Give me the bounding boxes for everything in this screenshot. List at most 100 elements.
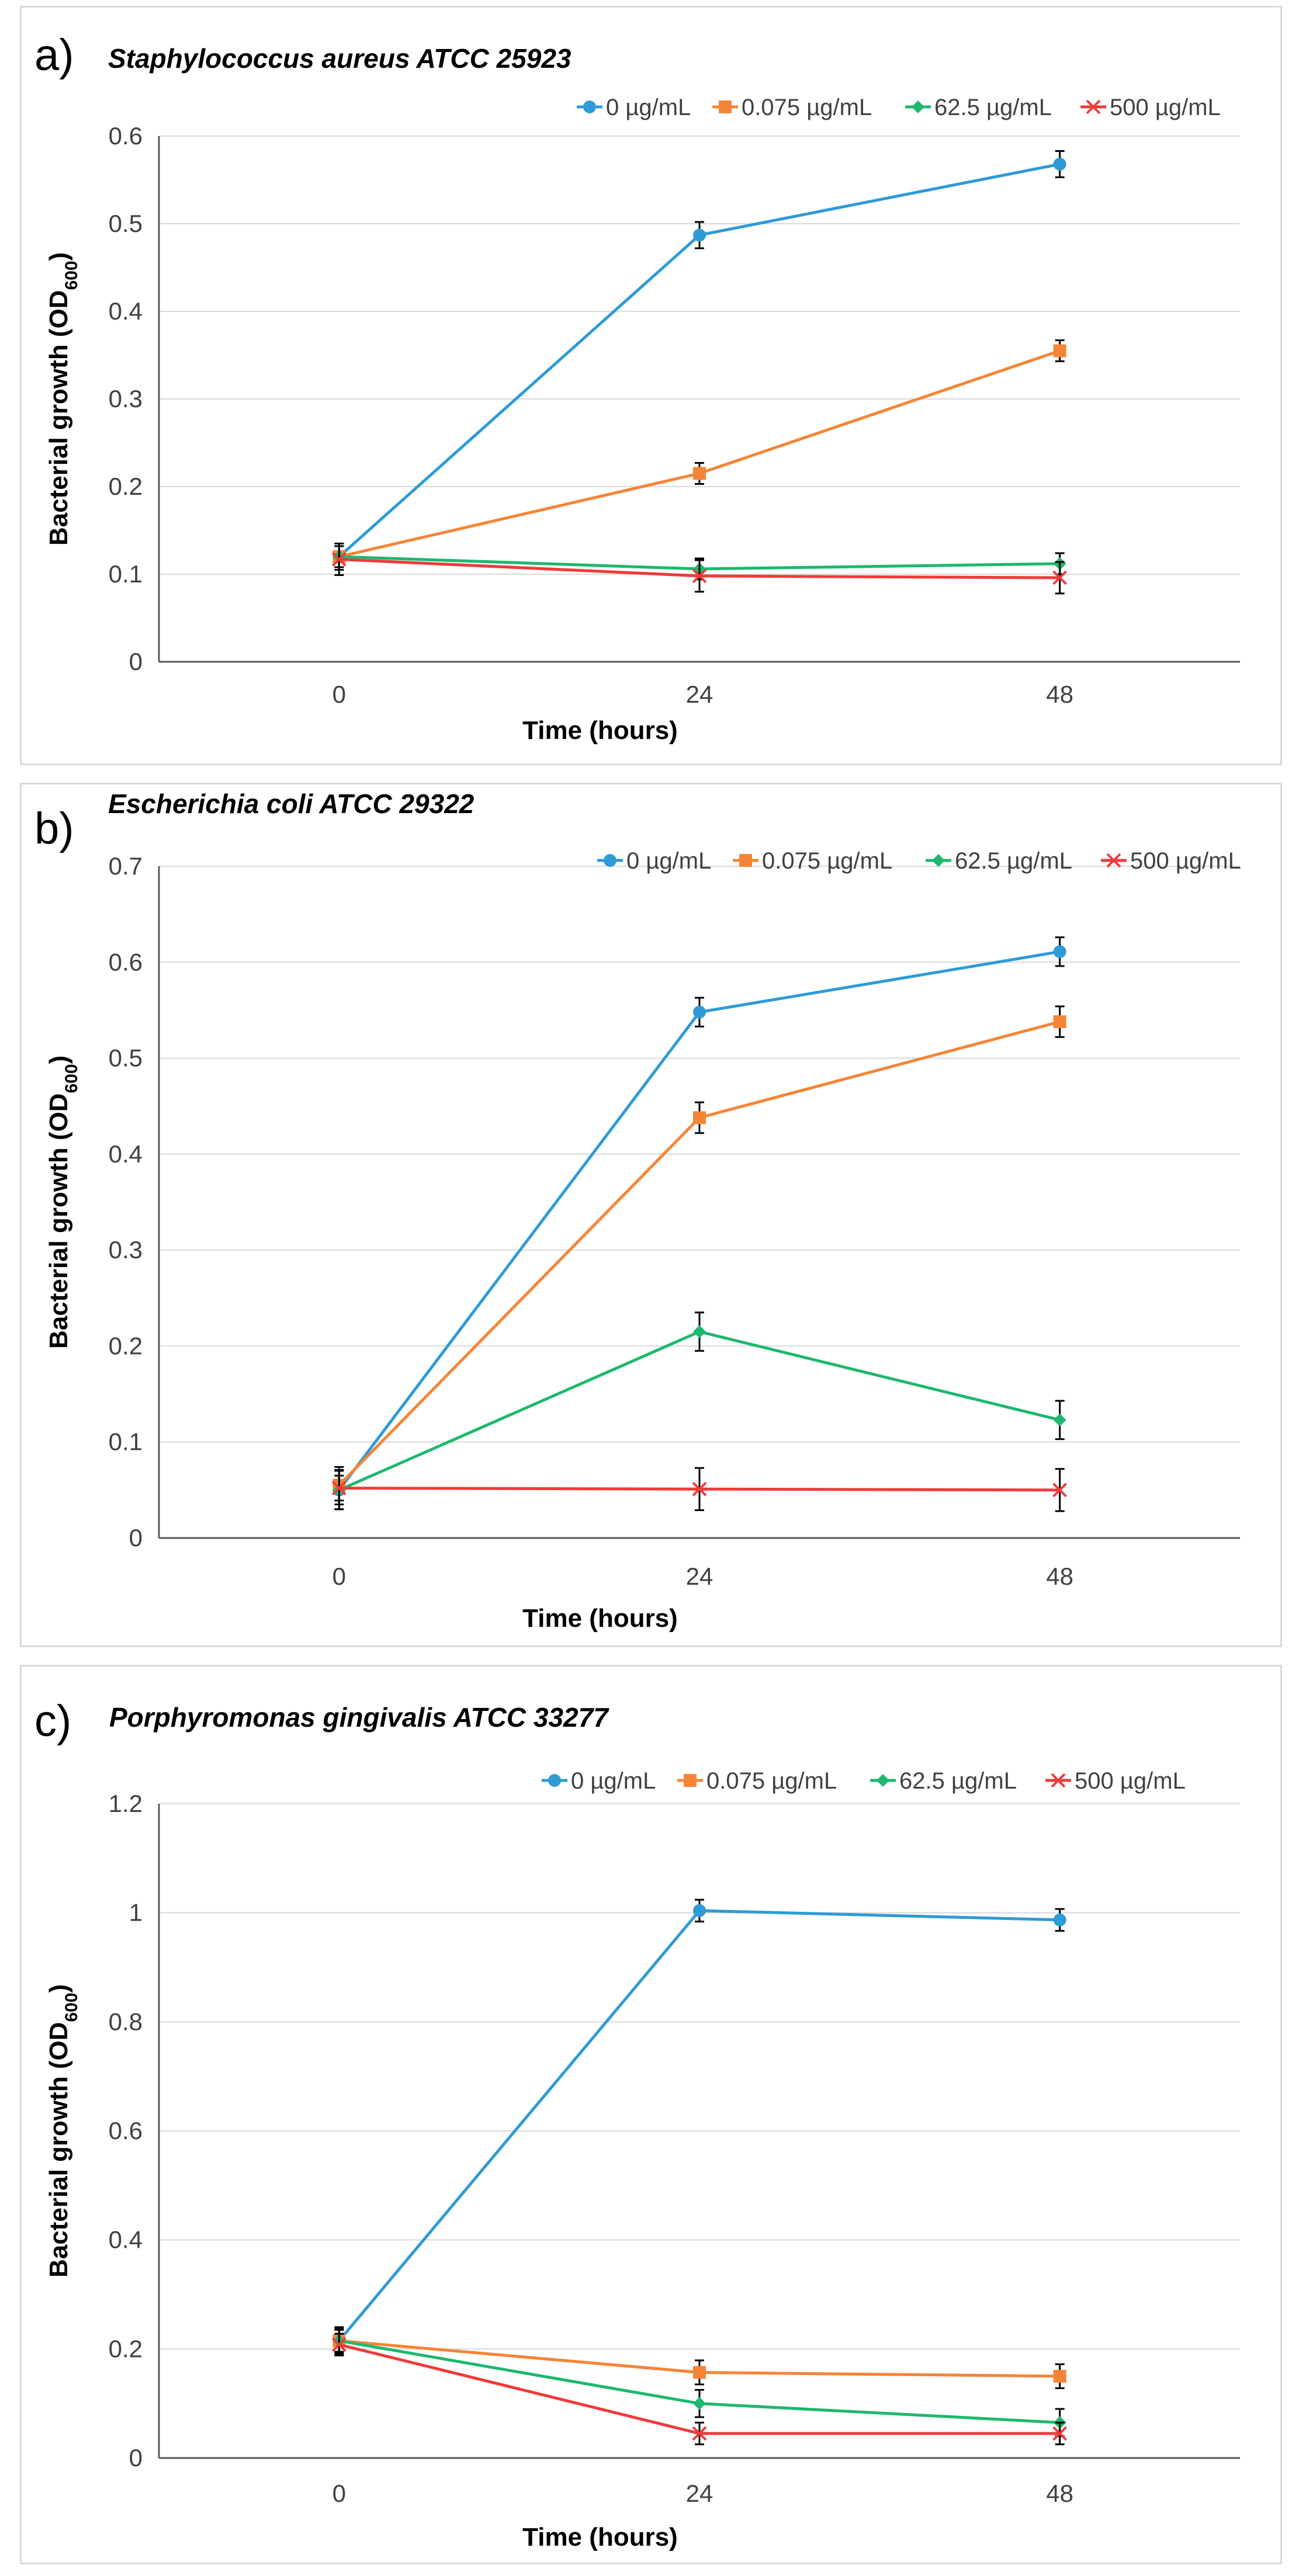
chart-title: Escherichia coli ATCC 29322 (108, 789, 474, 819)
legend-label: 0 µg/mL (606, 95, 691, 120)
data-point (548, 1774, 561, 1787)
data-point (1053, 1015, 1066, 1029)
data-point (693, 1904, 706, 1917)
data-point (692, 2426, 707, 2441)
legend-label: 500 µg/mL (1075, 1768, 1186, 1794)
legend-item: 0 µg/mL (597, 848, 711, 874)
y-tick-label: 0 (129, 648, 143, 675)
x-axis-title: Time (hours) (522, 2523, 678, 2551)
x-tick-label: 48 (1046, 1563, 1073, 1590)
data-point (604, 854, 616, 867)
data-point (693, 1325, 706, 1338)
chart-panel-a: a) Staphylococcus aureus ATCC 25923 0 0.1… (20, 6, 1282, 765)
y-tick-label: 0.1 (109, 560, 143, 588)
y-tick-label: 0.4 (109, 2226, 143, 2254)
data-point (1052, 1483, 1068, 1498)
legend-item: 0.075 µg/mL (733, 848, 892, 874)
x-tick-label: 0 (332, 681, 346, 708)
y-tick-label: 0.5 (109, 210, 143, 237)
legend-item: 0 µg/mL (542, 1768, 656, 1794)
y-tick-label: 0.6 (109, 948, 143, 975)
x-axis-title: Time (hours) (522, 716, 678, 745)
series-line (338, 950, 1061, 1491)
data-point (1053, 2370, 1066, 2383)
x-tick-label: 24 (686, 1563, 713, 1590)
data-point (1052, 2426, 1068, 2441)
data-point (1053, 1413, 1066, 1426)
data-point (331, 1481, 347, 1495)
series-diamond (332, 1311, 1066, 1511)
legend-item: 500 µg/mL (1045, 1768, 1186, 1794)
y-tick-label: 0.3 (109, 1236, 143, 1263)
legend-label: 62.5 µg/mL (934, 95, 1052, 120)
x-axis-title: Time (hours) (522, 1604, 678, 1633)
chart-b-svg: 0 0.1 0.2 0.3 0.4 0.5 0.6 0.7 0 24 48 Time (hours) B… (44, 848, 1241, 1633)
data-point (932, 854, 945, 867)
series-circle (332, 150, 1066, 571)
legend-label: 62.5 µg/mL (955, 848, 1072, 874)
legend-item: 62.5 µg/mL (870, 1768, 1017, 1794)
series-line (338, 1020, 1061, 1487)
data-point (1106, 853, 1121, 868)
legend-label: 0.075 µg/mL (762, 848, 892, 874)
legend-label: 500 µg/mL (1110, 95, 1221, 120)
panel-label: b) (34, 804, 74, 853)
y-axis-title: Bacterial growth (OD600) (44, 252, 81, 546)
y-tick-label: 0 (129, 1524, 143, 1551)
y-tick-label: 0.6 (109, 122, 143, 150)
series-square (332, 1005, 1066, 1502)
y-tick-label: 0.2 (109, 2335, 143, 2362)
legend-label: 62.5 µg/mL (899, 1768, 1017, 1794)
legend-item: 500 µg/mL (1101, 848, 1241, 874)
series-cross (331, 2332, 1068, 2446)
series-line (338, 1330, 1061, 1492)
y-axis-title: Bacterial growth (OD600) (44, 1984, 81, 2278)
series-circle (332, 936, 1066, 1505)
data-point (693, 2397, 706, 2410)
data-point (1053, 945, 1066, 959)
legend-label: 0 µg/mL (571, 1768, 656, 1794)
data-point (1086, 99, 1101, 114)
chart-panel-c: c) Porphyromonas gingivalis ATCC 33277 0… (20, 1665, 1282, 2564)
y-tick-label: 0 (129, 2444, 143, 2471)
chart-title: Porphyromonas gingivalis ATCC 33277 (109, 1702, 608, 1733)
x-tick-label: 24 (686, 681, 713, 708)
data-point (1053, 158, 1066, 171)
data-point (719, 100, 732, 113)
chart-panel-b: b) Escherichia coli ATCC 29322 0 0.1 0.2 0.… (20, 783, 1282, 1647)
legend-item: 62.5 µg/mL (905, 95, 1052, 120)
y-tick-label: 1.2 (109, 1790, 143, 1817)
data-point (693, 467, 706, 480)
data-point (331, 2337, 347, 2352)
data-point (684, 1774, 697, 1787)
y-tick-label: 0.5 (109, 1044, 143, 1072)
legend-label: 0.075 µg/mL (742, 95, 872, 120)
y-tick-label: 0.1 (109, 1428, 143, 1456)
data-point (1051, 1773, 1066, 1788)
x-tick-label: 48 (1046, 681, 1073, 708)
series-line (338, 349, 1061, 558)
x-tick-label: 0 (332, 1563, 346, 1590)
data-point (1053, 1913, 1066, 1926)
x-tick-label: 48 (1046, 2480, 1073, 2507)
legend-label: 0 µg/mL (626, 848, 711, 874)
data-point (739, 854, 752, 867)
y-tick-label: 0.7 (109, 852, 143, 880)
panel-label: a) (34, 30, 74, 80)
chart-c-svg: 0 0.2 0.4 0.6 0.8 1 1.2 0 24 48 Time (hours) Bacter… (44, 1768, 1240, 2551)
series-square (332, 339, 1066, 568)
y-axis-title: Bacterial growth (OD600) (44, 1056, 81, 1349)
y-tick-label: 1 (129, 1899, 143, 1926)
data-point (331, 552, 347, 567)
data-point (583, 100, 596, 113)
y-tick-label: 0.3 (109, 385, 143, 412)
legend-label: 500 µg/mL (1130, 848, 1241, 874)
y-tick-label: 0.8 (109, 2008, 143, 2035)
y-tick-label: 0.2 (109, 473, 143, 500)
legend-item: 0.075 µg/mL (712, 95, 872, 120)
data-point (877, 1774, 889, 1787)
data-point (1053, 344, 1066, 357)
legend-item: 62.5 µg/mL (926, 848, 1072, 874)
data-point (693, 228, 706, 242)
data-point (1052, 570, 1068, 585)
